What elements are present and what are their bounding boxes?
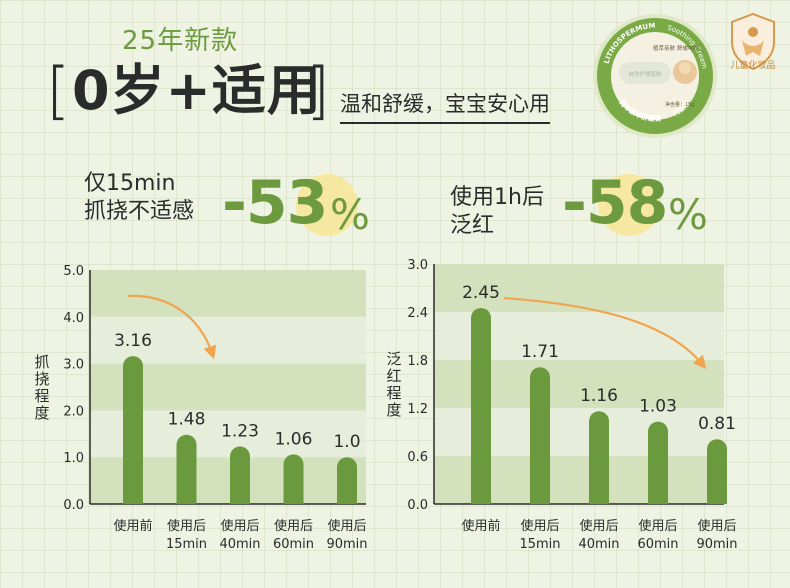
product-net-weight: 净含量：15g: [665, 101, 695, 108]
headline-bracket-left: [: [46, 54, 71, 127]
product-lid-text: 自然护理肌肤: [628, 70, 662, 78]
y-tick-label: 1.2: [407, 402, 428, 417]
y-axis-label: 度: [386, 401, 401, 419]
y-axis-label: 度: [34, 404, 49, 422]
x-category-label: 使用后: [274, 518, 313, 534]
x-category-label: 60min: [637, 537, 678, 552]
new-version-tag: 25年新款: [122, 26, 239, 56]
product-claim-1: 植萃亲肤: [653, 44, 676, 52]
bar-value-label: 1.06: [275, 429, 313, 449]
stat1-highlight-dot: [296, 174, 358, 236]
y-axis-label: 挠: [34, 370, 49, 388]
bar-value-label: 1.23: [221, 421, 259, 441]
y-tick-label: 0.6: [407, 450, 428, 465]
bar-value-label: 1.03: [639, 397, 677, 417]
x-category-label: 使用后: [520, 518, 559, 534]
stat1-unit: %: [330, 190, 370, 239]
bar: [230, 446, 250, 504]
kids-cosmetics-seal-icon: [731, 12, 775, 71]
bar: [707, 439, 727, 504]
y-tick-label: 1.8: [407, 354, 428, 369]
x-category-label: 使用后: [220, 518, 259, 534]
x-category-label: 40min: [578, 537, 619, 552]
grid-band: [434, 264, 724, 312]
grid-band: [90, 270, 366, 317]
bar: [283, 454, 304, 504]
y-axis-label: 红: [386, 367, 401, 385]
bar: [123, 356, 143, 504]
stat2-highlight-dot: [598, 174, 660, 236]
grid-band: [90, 316, 366, 364]
x-category-label: 使用后: [579, 518, 618, 534]
x-category-label: 使用后: [327, 518, 366, 534]
bar: [176, 434, 197, 504]
headline-bracket-right: ]: [306, 54, 331, 127]
headline-subtitle: 温和舒缓，宝宝安心用: [340, 88, 550, 124]
bar-value-label: 1.71: [521, 342, 559, 362]
bar-value-label: 1.0: [333, 432, 360, 452]
bar-value-label: 0.81: [698, 414, 736, 434]
bar: [530, 367, 550, 504]
product-tin-image: LITHOSPERMUM Soothing Cream 润本紫草舒缓膏 儿童版 …: [593, 14, 717, 138]
x-category-label: 60min: [273, 537, 314, 552]
scratching-chart: 0.0 1.0 2.0 3.0 4.0 5.0 抓挠程度 3.16 使用前 1.48 使用后 15mi…: [30, 258, 390, 558]
y-axis-label: 程: [34, 387, 49, 405]
bar-value-label: 1.16: [580, 386, 618, 406]
y-tick-label: 4.0: [63, 311, 84, 326]
bar-value-label: 3.16: [114, 331, 152, 351]
bar-value-label: 1.48: [168, 410, 206, 430]
bar-value-label: 2.45: [462, 283, 500, 303]
x-category-label: 使用前: [461, 518, 500, 534]
stat1-value: -53: [222, 168, 328, 238]
stat2-line2: 泛红: [450, 213, 495, 238]
y-tick-label: 2.0: [63, 404, 84, 419]
x-category-label: 使用后: [167, 518, 206, 534]
redness-chart: 0.0 0.6 1.2 1.8 2.4 3.0 泛红程度 2.45 使用前 1.71 使用后 15mi…: [384, 258, 764, 558]
y-tick-label: 1.0: [63, 451, 84, 466]
stat1-line1: 仅15min: [84, 171, 176, 196]
x-category-label: 使用后: [638, 518, 677, 534]
stat2-unit: %: [668, 190, 708, 239]
x-category-label: 40min: [219, 537, 260, 552]
y-axis-label: 程: [386, 384, 401, 402]
y-tick-label: 0.0: [407, 498, 428, 513]
x-category-label: 15min: [166, 537, 207, 552]
bar: [337, 457, 357, 504]
trend-arrow: [127, 294, 217, 360]
bar: [589, 411, 609, 504]
y-tick-label: 5.0: [63, 264, 84, 279]
seal-label: 儿童化妆品: [730, 61, 776, 71]
trend-arrow: [503, 296, 707, 370]
bar: [471, 308, 491, 504]
stat2-line1: 使用1h后: [450, 185, 544, 210]
stat1-line2: 抓挠不适感: [84, 199, 195, 224]
x-category-label: 使用后: [697, 518, 736, 534]
y-axis-label: 抓: [34, 353, 49, 371]
x-category-label: 90min: [326, 537, 367, 552]
y-tick-label: 3.0: [407, 258, 428, 273]
y-tick-label: 3.0: [63, 358, 84, 373]
y-tick-label: 2.4: [407, 306, 428, 321]
y-tick-label: 0.0: [63, 498, 84, 513]
bar: [648, 421, 668, 504]
stat2-value: -58: [562, 168, 668, 238]
product-claim-2: 舒缓呵护: [677, 44, 700, 52]
x-category-label: 使用前: [113, 518, 152, 534]
headline-age: 0岁+适用: [72, 59, 322, 122]
x-category-label: 90min: [696, 537, 737, 552]
y-axis-label: 泛: [386, 350, 401, 368]
x-category-label: 15min: [519, 537, 560, 552]
